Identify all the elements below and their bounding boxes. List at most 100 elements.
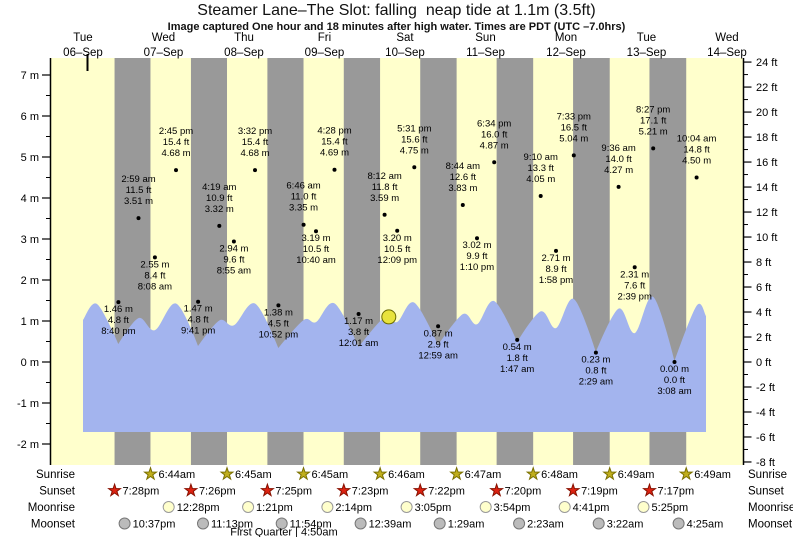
sunrise-icon xyxy=(372,466,388,481)
tide-point-label: 1:47 am xyxy=(500,364,534,375)
tide-point-label: 4.75 m xyxy=(400,145,429,156)
day-label-name: Mon xyxy=(555,32,577,44)
sunrise-icon xyxy=(525,466,541,481)
sunset-time: 7:23pm xyxy=(352,486,389,498)
tide-point-label: 2.55 m xyxy=(140,259,169,270)
moonrise-time: 2:14pm xyxy=(335,502,372,514)
right-axis-tick-label: 16 ft xyxy=(756,157,777,169)
sunrise-time: 6:48am xyxy=(541,469,578,481)
tide-point-dot xyxy=(436,324,441,329)
tide-point-label: 3.20 m xyxy=(383,233,412,244)
tide-point-dot xyxy=(492,160,497,165)
sunset-icon xyxy=(183,482,199,497)
moonset-time: 12:39am xyxy=(369,519,412,531)
moonrise-time: 12:28pm xyxy=(177,502,220,514)
tide-point-label: 12:09 pm xyxy=(377,255,417,266)
tide-point-label: 4.05 m xyxy=(526,174,555,185)
tide-point-label: 5.04 m xyxy=(559,133,588,144)
moonset-time: 11:54pm xyxy=(290,519,332,531)
tide-point-label: 2.94 m xyxy=(219,243,248,254)
sunrise-icon xyxy=(678,466,694,481)
moonset-time: 10:37pm xyxy=(133,519,176,531)
tide-point-label: 11.0 ft xyxy=(291,192,317,203)
day-label-name: Wed xyxy=(715,32,738,44)
tide-point-label: 2:29 am xyxy=(579,377,613,388)
tide-point-dot xyxy=(475,236,479,241)
day-label-name: Thu xyxy=(234,32,254,44)
moonrise-icon xyxy=(242,501,255,513)
tide-point-label: 3:32 pm xyxy=(238,126,272,137)
current-tide-marker xyxy=(381,309,397,325)
tide-point-dot xyxy=(412,165,417,170)
right-axis-tick-label: 8 ft xyxy=(756,257,771,269)
moonset-icon xyxy=(197,517,209,530)
left-axis-tick-label: 5 m xyxy=(21,152,39,164)
day-label-name: Fri xyxy=(318,32,331,44)
tide-point-label: 8:27 pm xyxy=(636,104,670,115)
sunrise-time: 6:49am xyxy=(694,469,731,481)
tide-point-label: 0.8 ft xyxy=(585,366,606,377)
sunrise-time: 6:45am xyxy=(312,469,349,481)
tide-point-label: 15.6 ft xyxy=(401,134,428,145)
moonset-icon xyxy=(672,517,685,530)
moonset-icon xyxy=(118,517,131,530)
tide-point-dot xyxy=(382,212,387,217)
sunset-icon xyxy=(489,482,505,497)
sunrise-icon xyxy=(219,466,235,481)
left-axis-tick-label: 1 m xyxy=(21,316,39,328)
tide-point-label: 1.38 m xyxy=(264,307,293,318)
sunset-icon xyxy=(642,482,657,497)
tide-point-label: 10.9 ft xyxy=(206,193,233,204)
right-axis-tick-label: -2 ft xyxy=(756,382,775,394)
tide-point-label: 0.87 m xyxy=(424,328,453,339)
tide-point-label: 3.59 m xyxy=(370,193,399,204)
tide-point-label: 8:12 am xyxy=(367,171,401,182)
moonrise-time: 5:25pm xyxy=(652,502,689,514)
moonset-icon xyxy=(433,517,446,530)
row-label-left-sunrise: Sunrise xyxy=(36,469,75,481)
tide-point-label: 9:36 am xyxy=(601,143,635,154)
tide-point-dot xyxy=(301,222,306,227)
tide-point-label: 9.9 ft xyxy=(466,251,487,262)
tide-point-label: 12:01 am xyxy=(339,338,379,349)
tide-point-label: 16.0 ft xyxy=(481,129,508,140)
left-axis-tick-label: -1 m xyxy=(17,398,39,410)
moonset-time: 11:13pm xyxy=(211,519,253,531)
right-axis-tick-label: 2 ft xyxy=(756,332,771,344)
sunset-icon xyxy=(259,482,275,497)
tide-point-dot xyxy=(460,203,465,207)
moonrise-icon xyxy=(479,501,492,513)
tide-point-dot xyxy=(217,223,222,228)
right-axis-tick-label: 4 ft xyxy=(756,307,771,319)
sunrise-time: 6:49am xyxy=(618,469,655,481)
right-axis-tick-label: -4 ft xyxy=(756,407,775,419)
moonrise-time: 1:21pm xyxy=(256,502,293,514)
sunrise-time: 6:44am xyxy=(158,469,195,481)
sunset-time: 7:25pm xyxy=(275,486,312,498)
right-axis-tick-label: 22 ft xyxy=(756,82,777,94)
moonrise-icon xyxy=(321,501,334,513)
sunrise-icon xyxy=(296,466,311,481)
moon-phase-label: First Quarter | 4:50am xyxy=(230,527,337,537)
moonrise-time: 3:05pm xyxy=(415,502,452,514)
tide-point-label: 3.8 ft xyxy=(348,327,369,338)
tide-point-label: 0.00 m xyxy=(660,364,689,375)
tide-point-label: 2.71 m xyxy=(541,253,570,264)
tide-point-dot xyxy=(538,194,543,198)
tide-point-label: 4.69 m xyxy=(320,148,349,159)
tide-point-label: 4.87 m xyxy=(480,140,509,151)
right-axis-tick-label: -8 ft xyxy=(756,457,775,469)
day-label-date: 13–Sep xyxy=(627,47,667,59)
tide-point-label: 1.47 m xyxy=(184,304,213,315)
sunset-icon xyxy=(107,482,122,497)
day-label-name: Sun xyxy=(475,32,495,44)
tide-point-label: 3.51 m xyxy=(124,196,153,207)
tide-point-label: 9:10 am xyxy=(524,152,558,163)
day-label-date: 06–Sep xyxy=(63,47,103,59)
left-axis-tick-label: 7 m xyxy=(21,70,39,82)
row-label-left-moonrise: Moonrise xyxy=(28,502,75,514)
sunrise-time: 6:45am xyxy=(235,469,272,481)
tide-point-dot xyxy=(672,360,677,364)
tide-point-label: 7:33 pm xyxy=(557,111,591,122)
tide-point-label: 2.31 m xyxy=(620,269,649,280)
